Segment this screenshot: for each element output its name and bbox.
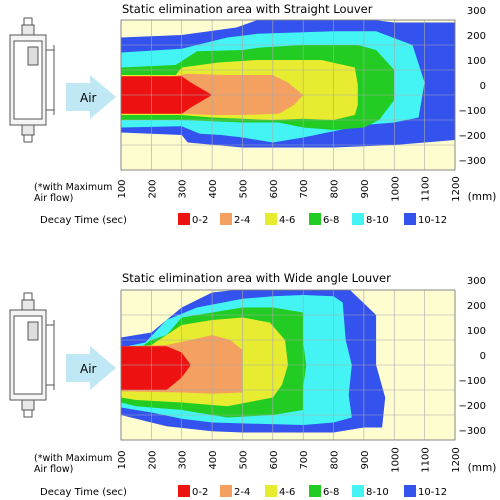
legend-swatch-2-4 [220, 213, 232, 225]
x-tick-label: 800 [330, 179, 341, 198]
air-flow-arrow: Air [66, 75, 116, 119]
y-tick-label: 0 [480, 81, 486, 92]
device-bottom-cap [21, 124, 35, 136]
device-top-knob [23, 292, 33, 301]
x-tick-label: 1000 [390, 447, 401, 472]
legend-label: 4-6 [279, 215, 295, 226]
legend-label: 6-8 [323, 487, 339, 498]
ionizer-device-icon [9, 17, 55, 143]
zone-0-2 [121, 346, 191, 390]
y-tick-label: 100 [467, 326, 486, 337]
arrow-shape-icon [66, 75, 116, 119]
x-tick-label: 900 [360, 179, 371, 198]
x-tick-label: 700 [299, 450, 310, 469]
device-display [27, 321, 39, 341]
y-tick-label: −200 [459, 131, 486, 142]
y-tick-label: 200 [467, 301, 486, 312]
legend-swatch-4-6 [265, 485, 277, 497]
x-tick-label: 1000 [390, 176, 401, 201]
x-tick-label: 600 [269, 179, 280, 198]
x-tick-label: 1100 [421, 447, 432, 472]
y-tick-label: −200 [459, 401, 486, 412]
x-tick-label: 400 [208, 450, 219, 469]
legend-label: 4-6 [279, 487, 295, 498]
y-tick-label: 0 [480, 351, 486, 362]
x-tick-label: 900 [360, 450, 371, 469]
air-label: Air [80, 91, 97, 105]
device-top-cap [21, 299, 35, 311]
y-tick-label: −100 [459, 106, 486, 117]
x-tick-label: 400 [208, 179, 219, 198]
air-label: Air [80, 362, 97, 376]
legend-label: 8-10 [366, 215, 389, 226]
legend-label: 8-10 [366, 487, 389, 498]
legend-label: 2-4 [234, 215, 250, 226]
note-line-2: Air flow) [34, 464, 73, 475]
device-top-cap [21, 24, 35, 36]
x-tick-label: 600 [269, 450, 280, 469]
ionizer-device-icon [9, 292, 55, 418]
chart-title: Static elimination area with Straight Lo… [122, 2, 373, 16]
legend-swatch-0-2 [178, 485, 190, 497]
x-tick-label: 1200 [451, 447, 462, 472]
note-line-2: Air flow) [34, 193, 73, 204]
x-tick-label: 800 [330, 450, 341, 469]
note-line-1: (*with Maximum [34, 453, 112, 464]
plot-frame [120, 19, 456, 171]
legend: Decay Time (sec) 0-2 2-4 4-6 6-8 8-10 10-12 [40, 485, 447, 498]
legend-label: 2-4 [234, 487, 250, 498]
x-unit-label: (mm) [468, 462, 497, 474]
legend-swatch-8-10 [352, 213, 364, 225]
y-tick-label: −100 [459, 376, 486, 387]
legend-swatch-4-6 [265, 213, 277, 225]
y-tick-label: 300 [467, 276, 486, 287]
x-tick-label: 200 [147, 179, 158, 198]
y-tick-label: −300 [459, 156, 486, 167]
legend-label: 10-12 [418, 215, 447, 226]
x-tick-label: 500 [238, 450, 249, 469]
chart-panel-2: Static elimination area with Wide angle … [9, 271, 497, 498]
note-line-1: (*with Maximum [34, 182, 112, 193]
legend-swatch-10-12 [404, 485, 416, 497]
chart-title: Static elimination area with Wide angle … [122, 271, 391, 285]
legend-label: 10-12 [418, 487, 447, 498]
legend-swatch-10-12 [404, 213, 416, 225]
y-tick-label: 200 [467, 31, 486, 42]
device-top-knob [23, 17, 33, 26]
legend-swatch-0-2 [178, 213, 190, 225]
chart-panel-1: Static elimination area with Straight Lo… [9, 2, 497, 226]
x-tick-label: 300 [178, 179, 189, 198]
x-tick-label: 1200 [451, 176, 462, 201]
legend-swatch-8-10 [352, 485, 364, 497]
legend-label: 0-2 [192, 487, 208, 498]
device-bottom-cap [21, 399, 35, 411]
x-tick-label: 300 [178, 450, 189, 469]
arrow-shape-icon [66, 346, 116, 390]
legend-swatch-6-8 [309, 213, 321, 225]
x-unit-label: (mm) [468, 191, 497, 203]
x-tick-label: 100 [117, 179, 128, 198]
x-tick-label: 1100 [421, 176, 432, 201]
legend-swatch-2-4 [220, 485, 232, 497]
legend-title: Decay Time (sec) [40, 487, 127, 498]
y-tick-label: 300 [467, 6, 486, 17]
x-tick-label: 100 [117, 450, 128, 469]
legend: Decay Time (sec) 0-2 2-4 4-6 6-8 8-10 10-12 [40, 213, 447, 226]
air-flow-arrow: Air [66, 346, 116, 390]
device-bottom-knob [23, 409, 33, 418]
legend-title: Decay Time (sec) [40, 215, 127, 226]
device-bottom-knob [23, 134, 33, 143]
decay-zones [121, 20, 455, 148]
device-display [27, 46, 39, 66]
legend-label: 0-2 [192, 215, 208, 226]
x-tick-label: 700 [299, 179, 310, 198]
y-tick-label: 100 [467, 56, 486, 67]
x-tick-label: 500 [238, 179, 249, 198]
legend-label: 6-8 [323, 215, 339, 226]
x-tick-label: 200 [147, 450, 158, 469]
plot-frame [120, 289, 456, 441]
y-tick-label: −300 [459, 426, 486, 437]
legend-swatch-6-8 [309, 485, 321, 497]
